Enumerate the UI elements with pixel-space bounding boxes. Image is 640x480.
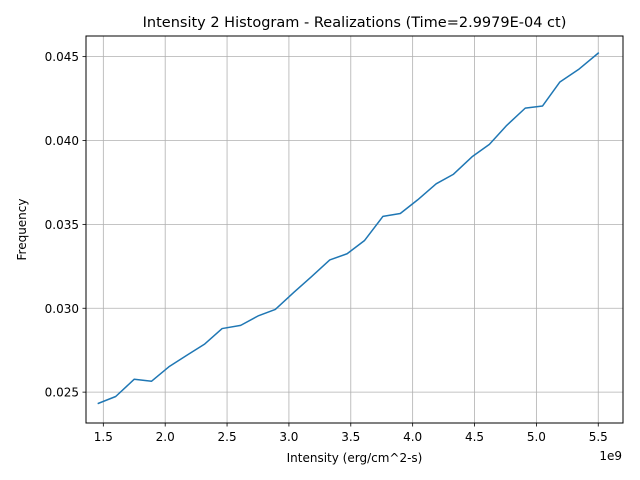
x-tick-label: 5.5 [589, 430, 608, 444]
y-tick-label: 0.040 [45, 134, 79, 148]
series-group [97, 52, 600, 405]
x-ticks: 1.5 2.0 2.5 3.0 3.5 4.0 4.5 5.0 5.5 [94, 423, 608, 444]
y-tick-label: 0.045 [45, 50, 79, 64]
x-tick-label: 1.5 [94, 430, 113, 444]
y-tick-label: 0.030 [45, 302, 79, 316]
x-offset-label: 1e9 [599, 449, 622, 463]
x-tick-label: 3.5 [341, 430, 360, 444]
x-tick-label: 4.0 [403, 430, 422, 444]
x-tick-label: 3.0 [279, 430, 298, 444]
x-tick-label: 2.0 [156, 430, 175, 444]
x-axis-label: Intensity (erg/cm^2-s) [287, 451, 423, 465]
y-tick-label: 0.025 [45, 386, 79, 400]
x-tick-label: 4.5 [465, 430, 484, 444]
grid [86, 36, 623, 423]
y-tick-label: 0.035 [45, 218, 79, 232]
x-tick-label: 2.5 [218, 430, 237, 444]
plot-frame [85, 35, 624, 424]
series-line [97, 52, 600, 405]
chart-title: Intensity 2 Histogram - Realizations (Ti… [143, 15, 567, 31]
y-ticks: 0.025 0.030 0.035 0.040 0.045 [45, 50, 86, 400]
x-tick-label: 5.0 [527, 430, 546, 444]
y-axis-label: Frequency [15, 199, 29, 261]
